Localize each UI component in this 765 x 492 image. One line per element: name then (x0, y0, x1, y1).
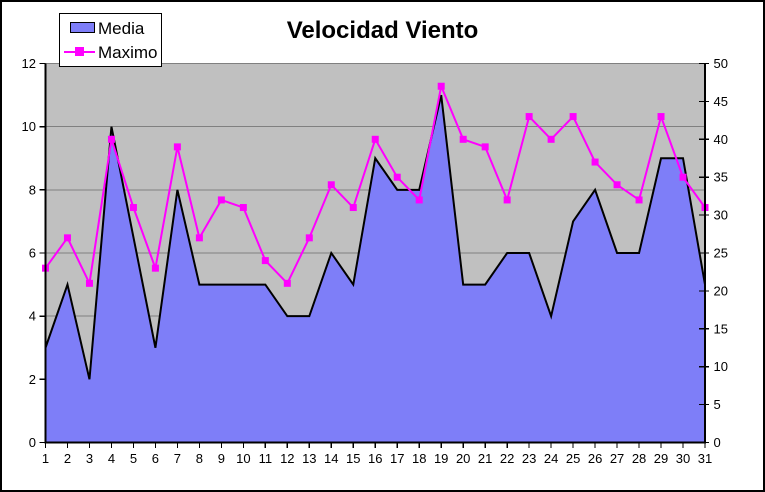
svg-text:24: 24 (544, 451, 558, 466)
svg-text:21: 21 (478, 451, 492, 466)
svg-text:45: 45 (714, 94, 728, 109)
svg-text:7: 7 (174, 451, 181, 466)
svg-text:6: 6 (152, 451, 159, 466)
svg-text:10: 10 (236, 451, 250, 466)
svg-text:15: 15 (714, 321, 728, 336)
svg-text:11: 11 (259, 451, 273, 466)
svg-text:20: 20 (456, 451, 470, 466)
svg-text:23: 23 (522, 451, 536, 466)
svg-text:4: 4 (108, 451, 115, 466)
svg-text:50: 50 (714, 56, 728, 71)
legend-label-media: Media (98, 18, 145, 38)
svg-text:3: 3 (86, 451, 93, 466)
svg-text:0: 0 (714, 435, 721, 450)
right-axis-labels: 0 5 10 15 20 25 30 35 40 45 50 (714, 56, 728, 450)
svg-text:26: 26 (588, 451, 602, 466)
svg-text:12: 12 (22, 56, 36, 71)
x-axis-labels: 1 2 3 4 5 6 7 8 9 10 11 12 13 14 15 16 17 18 19 20 21 22 23 24 2… (42, 451, 712, 466)
svg-text:30: 30 (714, 208, 728, 223)
svg-text:8: 8 (196, 451, 203, 466)
svg-text:22: 22 (500, 451, 514, 466)
svg-text:13: 13 (302, 451, 316, 466)
svg-text:17: 17 (390, 451, 404, 466)
legend-label-maximo: Maximo (98, 42, 158, 62)
svg-text:0: 0 (29, 435, 36, 450)
svg-text:10: 10 (22, 119, 36, 134)
svg-text:14: 14 (324, 451, 338, 466)
svg-text:16: 16 (368, 451, 382, 466)
svg-text:15: 15 (346, 451, 360, 466)
svg-text:5: 5 (714, 397, 721, 412)
svg-text:27: 27 (610, 451, 624, 466)
svg-text:25: 25 (714, 246, 728, 261)
legend-item-media: Media (62, 16, 159, 40)
media-area-swatch-icon (62, 16, 98, 40)
svg-text:30: 30 (676, 451, 690, 466)
svg-text:8: 8 (29, 182, 36, 197)
svg-text:10: 10 (714, 359, 728, 374)
maximo-line-series (42, 82, 709, 287)
legend-item-maximo: Maximo (62, 40, 159, 64)
svg-text:6: 6 (29, 246, 36, 261)
svg-text:4: 4 (29, 309, 36, 324)
svg-text:20: 20 (714, 283, 728, 298)
svg-text:40: 40 (714, 132, 728, 147)
svg-text:31: 31 (698, 451, 712, 466)
maximo-line-swatch-icon (62, 40, 98, 64)
svg-text:28: 28 (632, 451, 646, 466)
legend: Media Maximo (59, 13, 162, 67)
svg-text:2: 2 (29, 372, 36, 387)
svg-text:1: 1 (42, 451, 49, 466)
svg-text:12: 12 (280, 451, 294, 466)
chart-title: Velocidad Viento (286, 17, 479, 44)
svg-text:25: 25 (566, 451, 580, 466)
svg-text:35: 35 (714, 170, 728, 185)
svg-text:5: 5 (130, 451, 137, 466)
svg-text:29: 29 (654, 451, 668, 466)
svg-text:9: 9 (218, 451, 225, 466)
svg-text:18: 18 (412, 451, 426, 466)
tick-marks (39, 62, 709, 448)
left-axis-labels: 0 2 4 6 8 10 12 (22, 56, 36, 450)
svg-text:19: 19 (434, 451, 448, 466)
svg-text:2: 2 (64, 451, 71, 466)
